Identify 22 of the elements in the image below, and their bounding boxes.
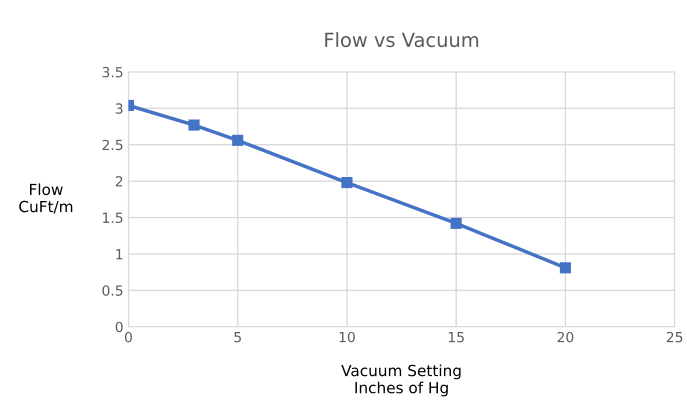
chart-title: Flow vs Vacuum [325, 32, 478, 48]
y-tick-label: 2 [116, 176, 122, 186]
y-axis-title: Flow CuFt/m [19, 183, 72, 214]
x-tick-label: 25 [666, 332, 682, 342]
y-tick-label: 1 [116, 249, 122, 260]
x-tick-label: 15 [448, 332, 464, 342]
point [188, 120, 200, 131]
x-tick-label: 0 [124, 332, 132, 342]
y-tick-label: 2.5 [102, 140, 122, 150]
y-tick-label: 0.5 [102, 285, 122, 296]
x-tick-label: 10 [340, 332, 355, 342]
y-tick-label: 3.5 [102, 66, 122, 78]
y-tick-label: 3 [116, 103, 122, 114]
point [450, 218, 462, 229]
x-tick-label: 20 [558, 332, 574, 342]
x-axis-title: Vacuum Setting Inches of Hg [341, 364, 461, 396]
y-tick-label: 1.5 [103, 212, 122, 224]
point [341, 177, 352, 188]
point [560, 262, 571, 274]
x-tick-label: 5 [234, 332, 241, 342]
point [232, 134, 244, 146]
y-tick-label: 0 [116, 322, 123, 332]
